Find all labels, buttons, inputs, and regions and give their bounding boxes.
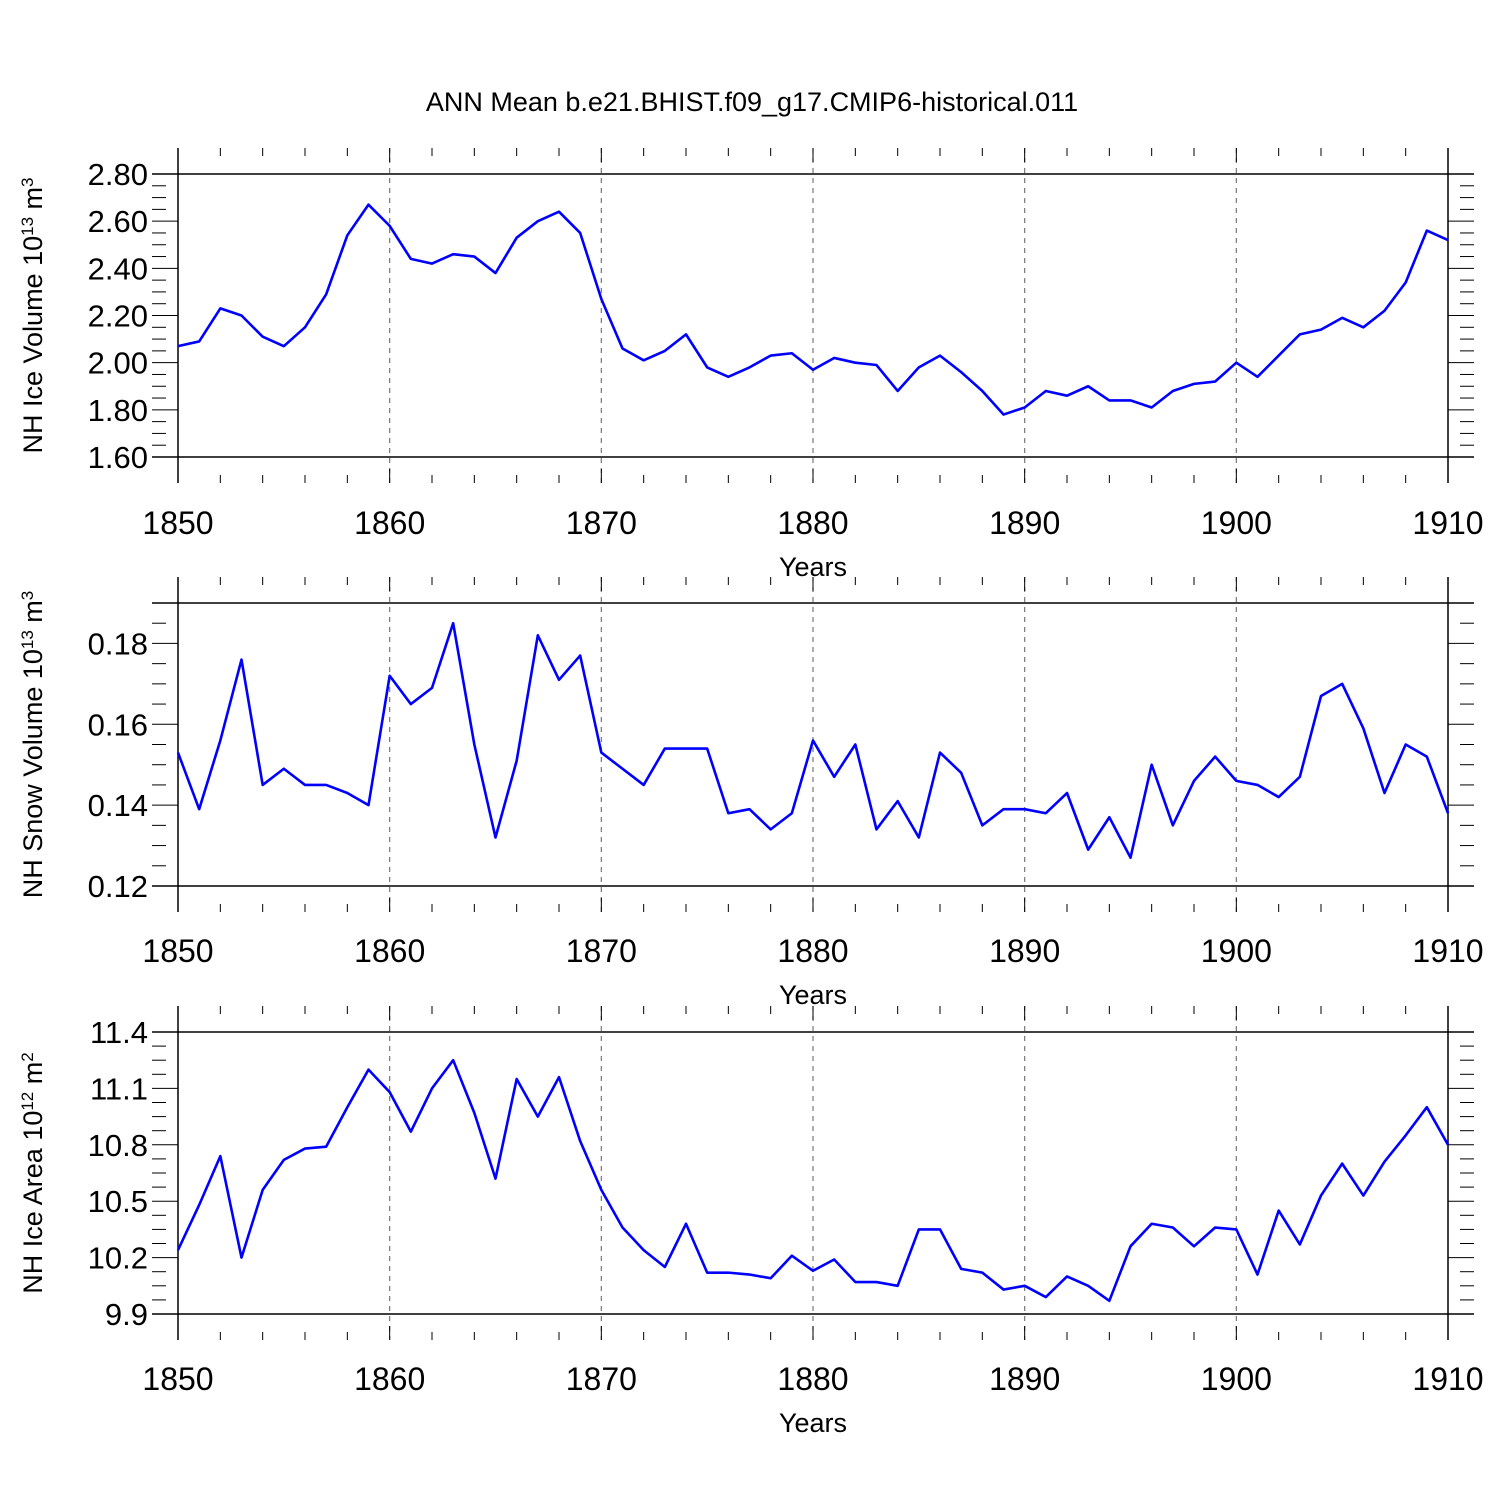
x-tick-label: 1890 xyxy=(989,1361,1060,1397)
x-tick-label: 1900 xyxy=(1201,505,1272,541)
x-tick-label: 1850 xyxy=(142,933,213,969)
y-axis-label-superscript: 12 xyxy=(18,1092,37,1111)
y-tick-label: 10.2 xyxy=(88,1241,148,1276)
y-axis-label-superscript: 2 xyxy=(18,1052,37,1061)
panel-3: 9.9 10.2 10.5 10.8 11.1 11.4 1850 1860 1870 1880 1… xyxy=(18,1006,1484,1438)
panel-2: 0.12 0.14 0.16 0.18 1850 1860 1870 1880 1890 1900… xyxy=(18,577,1484,1010)
y-axis-label-part: NH Snow Volume 10 xyxy=(18,649,48,898)
x-tick-label: 1900 xyxy=(1201,933,1272,969)
x-tick-label: 1850 xyxy=(142,505,213,541)
y-axis-label: NH Snow Volume 1013 m3 xyxy=(18,591,49,899)
y-tick-label: 10.8 xyxy=(88,1128,148,1163)
y-axis-label-part: NH Ice Volume 10 xyxy=(18,236,48,454)
y-axis-label-part: NH Ice Area 10 xyxy=(18,1111,48,1294)
y-tick-label: 2.80 xyxy=(88,157,148,192)
y-tick-label: 9.9 xyxy=(105,1297,148,1332)
x-tick-label: 1910 xyxy=(1412,1361,1483,1397)
y-axis-label-superscript: 13 xyxy=(18,630,37,649)
y-tick-label: 2.60 xyxy=(88,204,148,239)
x-tick-label: 1880 xyxy=(777,1361,848,1397)
y-tick-label: 0.14 xyxy=(88,788,148,823)
y-axis-label-part: m xyxy=(18,600,48,630)
y-tick-label: 11.4 xyxy=(90,1015,148,1050)
series-line xyxy=(177,203,1449,416)
y-tick-label: 2.20 xyxy=(88,299,148,334)
y-tick-label: 0.16 xyxy=(88,707,148,742)
y-tick-label: 1.60 xyxy=(88,440,148,475)
x-tick-label: 1860 xyxy=(354,1361,425,1397)
y-tick-label: 11.1 xyxy=(90,1071,148,1106)
x-tick-label: 1880 xyxy=(777,505,848,541)
x-tick-label: 1860 xyxy=(354,505,425,541)
y-tick-label: 0.12 xyxy=(88,869,148,904)
x-tick-label: 1910 xyxy=(1412,505,1483,541)
x-tick-label: 1870 xyxy=(566,1361,637,1397)
chart-panels: 1.60 1.80 2.00 2.20 2.40 2.60 2.80 1850 1860 1870… xyxy=(18,148,1484,1438)
y-tick-label: 2.40 xyxy=(88,251,148,286)
y-axis-label-superscript: 3 xyxy=(18,178,37,187)
y-axis-label-part: m xyxy=(18,1062,48,1092)
x-tick-label: 1880 xyxy=(777,933,848,969)
x-tick-label: 1900 xyxy=(1201,1361,1272,1397)
y-axis-label-superscript: 13 xyxy=(18,217,37,236)
x-tick-label: 1860 xyxy=(354,933,425,969)
chart-title: ANN Mean b.e21.BHIST.f09_g17.CMIP6-histo… xyxy=(426,87,1078,117)
y-tick-label: 10.5 xyxy=(88,1184,148,1219)
series-line xyxy=(176,1058,1450,1303)
x-axis-label: Years xyxy=(779,1408,847,1438)
x-tick-label: 1890 xyxy=(989,505,1060,541)
x-tick-label: 1870 xyxy=(566,933,637,969)
y-axis-label-part: m xyxy=(18,187,48,217)
y-tick-label: 0.18 xyxy=(88,626,148,661)
y-axis-label: NH Ice Area 1012 m2 xyxy=(18,1052,49,1293)
panel-1: 1.60 1.80 2.00 2.20 2.40 2.60 2.80 1850 1860 1870… xyxy=(18,148,1484,582)
x-axis-label: Years xyxy=(779,980,847,1010)
x-tick-label: 1870 xyxy=(566,505,637,541)
y-axis-label: NH Ice Volume 1013 m3 xyxy=(18,178,49,454)
x-tick-label: 1910 xyxy=(1412,933,1483,969)
x-tick-label: 1850 xyxy=(142,1361,213,1397)
y-tick-label: 1.80 xyxy=(88,393,148,428)
y-tick-label: 2.00 xyxy=(88,346,148,381)
series-line xyxy=(176,621,1450,860)
x-tick-label: 1890 xyxy=(989,933,1060,969)
y-axis-label-superscript: 3 xyxy=(18,591,37,600)
